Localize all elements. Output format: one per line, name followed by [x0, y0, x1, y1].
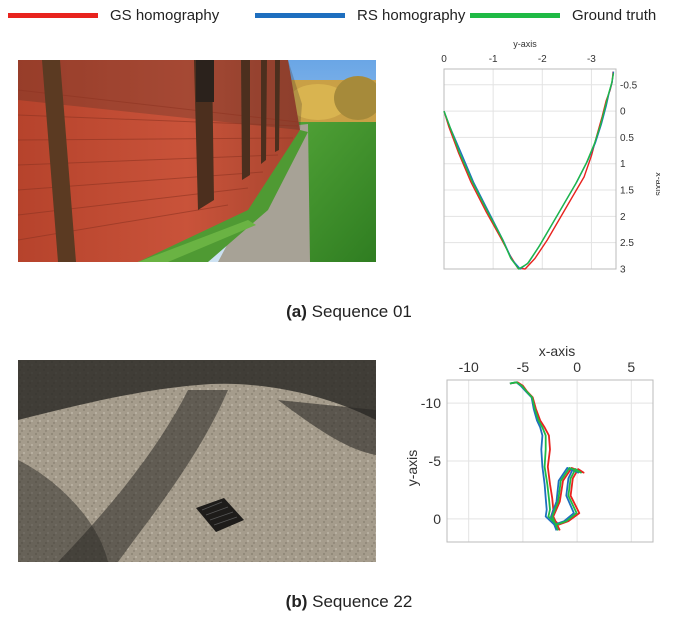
chart-a-grid [443, 69, 616, 270]
chart-b-ylabel: y-axis [405, 450, 420, 487]
chart-b-plot-area [446, 379, 654, 543]
y-tick-label: 2.5 [620, 238, 634, 249]
x-tick-label: -1 [489, 54, 498, 65]
caption-a-text: Sequence 01 [311, 302, 412, 321]
y-tick-label: 0.5 [620, 133, 634, 144]
x-tick-label: 5 [627, 359, 635, 375]
caption-a-letter: (a) [286, 302, 307, 321]
chart-sequence-01: y-axis 0 -1 -2 -3 -0.5 0 0.5 1 1.5 2 2.5 3 x-axis [441, 39, 660, 276]
chart-b-xlabel: x-axis [539, 343, 576, 359]
chart-a-y-ticks: -0.5 0 0.5 1 1.5 2 2.5 3 [620, 80, 638, 275]
legend-swatch-rs [255, 12, 345, 18]
x-tick-label: -3 [587, 54, 596, 65]
legend-item-gs: GS homography [8, 4, 219, 26]
legend-item-rs: RS homography [255, 4, 465, 26]
photo-sequence-22 [18, 360, 376, 562]
y-tick-label: 1 [620, 159, 626, 170]
legend-item-gt: Ground truth [470, 4, 656, 26]
legend-label-gt: Ground truth [572, 6, 657, 24]
chart-a-ylabel: x-axis [654, 172, 660, 196]
chart-b-x-ticks: -10 -5 0 5 [459, 359, 636, 375]
series-line-ground-truth [443, 73, 615, 270]
y-tick-label: -10 [421, 395, 441, 411]
legend-label-gs: GS homography [110, 6, 220, 24]
photo-sequence-01 [18, 60, 376, 262]
y-tick-label: 0 [433, 511, 441, 527]
chart-a-plot-area [443, 68, 617, 270]
y-tick-label: 1.5 [620, 186, 634, 197]
chart-a-series [443, 71, 615, 270]
y-tick-label: 3 [620, 265, 626, 276]
y-tick-label: -0.5 [620, 80, 638, 91]
chart-sequence-22: x-axis -10 -5 0 5 -10 -5 0 y-axis [405, 343, 654, 543]
chart-a-xlabel: y-axis [513, 39, 537, 49]
caption-a: (a) Sequence 01 [0, 302, 698, 322]
legend: GS homography RS homography Ground truth [0, 0, 698, 30]
legend-label-rs: RS homography [357, 6, 466, 24]
y-tick-label: -5 [429, 453, 442, 469]
series-line-ground-truth [509, 381, 582, 531]
caption-b-letter: (b) [285, 592, 308, 611]
series-line-rs-homography [443, 71, 615, 270]
series-line-rs-homography [509, 381, 580, 531]
legend-swatch-gs [8, 12, 98, 18]
x-tick-label: -5 [517, 359, 530, 375]
x-tick-label: -10 [459, 359, 479, 375]
legend-swatch-gt [470, 12, 560, 18]
y-tick-label: 2 [620, 212, 626, 223]
chart-b-y-ticks: -10 -5 0 [421, 395, 441, 527]
series-line-gs-homography [443, 71, 614, 270]
x-tick-label: 0 [573, 359, 581, 375]
chart-a-x-ticks: 0 -1 -2 -3 [441, 54, 596, 65]
y-tick-label: 0 [620, 107, 626, 118]
x-tick-label: 0 [441, 54, 447, 65]
x-tick-label: -2 [538, 54, 547, 65]
caption-b: (b) Sequence 22 [0, 592, 698, 612]
caption-b-text: Sequence 22 [312, 592, 413, 611]
chart-b-series [509, 381, 585, 531]
